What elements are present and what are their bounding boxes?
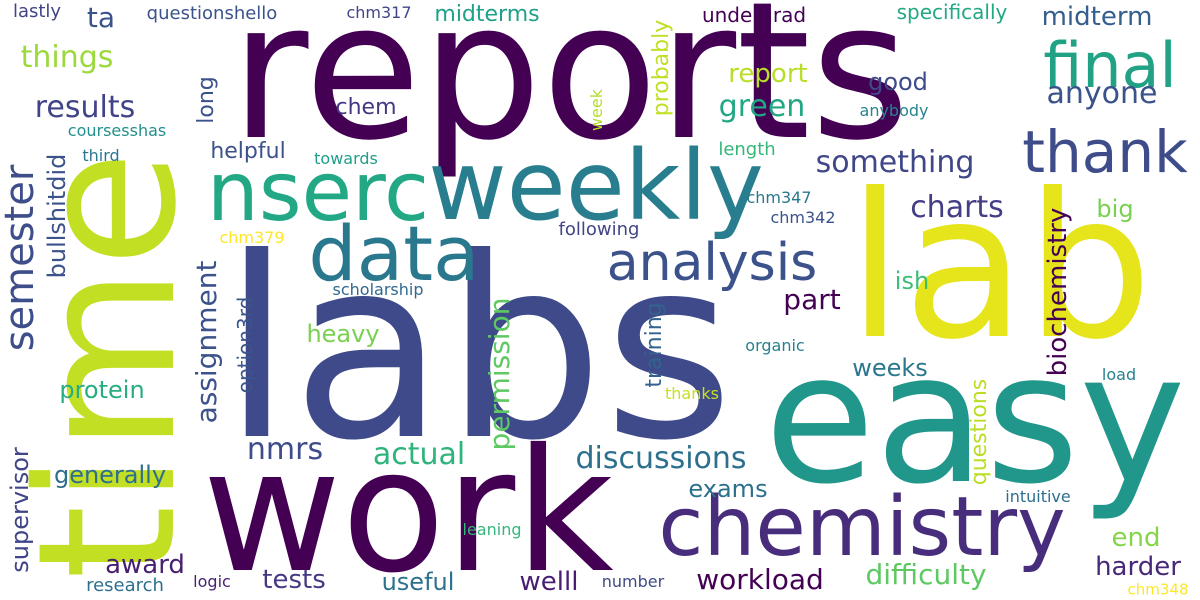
word-option3rd: option3rd — [233, 296, 257, 394]
word-load: load — [1101, 365, 1137, 384]
word-chem: chem — [335, 95, 397, 120]
word-data: data — [308, 209, 480, 298]
word-permission: permission — [483, 297, 516, 451]
word-lastly: lastly — [12, 1, 62, 22]
word-part: part — [783, 283, 841, 316]
word-results: results — [34, 90, 136, 125]
word-workload: workload — [696, 563, 824, 596]
word-undergrad: undergrad — [701, 3, 807, 27]
word-report: report — [728, 59, 808, 89]
word-long: long — [194, 76, 219, 124]
word-end: end — [1111, 523, 1161, 553]
word-helpful: helpful — [210, 139, 286, 164]
word-difficulty: difficulty — [865, 558, 987, 591]
word-easy: easy — [764, 315, 1186, 524]
word-anybody: anybody — [859, 101, 929, 120]
word-labs: labs — [222, 204, 734, 495]
word-logic: logic — [193, 572, 231, 591]
word-weekly: weekly — [428, 130, 764, 242]
word-midterm: midterm — [1041, 2, 1153, 32]
word-specifically: specifically — [896, 0, 1008, 24]
word-things: things — [20, 40, 114, 75]
word-coursesshas: coursesshas — [67, 121, 167, 140]
word-chm317: chm317 — [346, 3, 412, 22]
word-thank: thank — [1022, 118, 1188, 186]
word-work: work — [202, 413, 614, 600]
word-actual: actual — [372, 437, 466, 472]
word-generally: generally — [53, 461, 167, 489]
word-harder: harder — [1095, 552, 1181, 582]
word-final: final — [1043, 29, 1177, 102]
word-discussions: discussions — [575, 441, 747, 476]
word-chm379: chm379 — [219, 228, 285, 247]
word-heavy: heavy — [306, 320, 380, 348]
word-scholarship: scholarship — [332, 280, 424, 299]
word-green: green — [718, 89, 806, 124]
word-leaning: leaning — [462, 520, 522, 539]
word-chm347: chm347 — [746, 188, 812, 207]
word-big: big — [1096, 195, 1134, 223]
word-weeks: weeks — [852, 354, 928, 382]
word-training: training — [642, 302, 667, 388]
word-number: number — [601, 572, 665, 591]
word-good: good — [868, 68, 928, 96]
word-chemistry: chemistry — [658, 480, 1066, 575]
word-supervisor: supervisor — [6, 447, 34, 573]
word-reports: reports — [230, 0, 910, 182]
word-useful: useful — [381, 568, 455, 596]
word-research: research — [86, 575, 164, 596]
word-following: following — [558, 219, 640, 240]
word-probably: probably — [649, 19, 674, 117]
word-exams: exams — [688, 475, 768, 503]
word-award: award — [105, 550, 185, 580]
word-analysis: analysis — [606, 233, 818, 293]
word-thanks: thanks — [665, 384, 719, 403]
word-something: something — [815, 145, 975, 180]
word-questions: questions — [967, 378, 992, 486]
word-nserc: nserc — [206, 145, 430, 240]
word-midterms: midterms — [434, 2, 540, 27]
word-ta: ta — [86, 1, 116, 34]
word-towards: towards — [314, 149, 378, 168]
word-questionshello: questionshello — [146, 3, 278, 24]
word-chm342: chm342 — [770, 208, 836, 227]
word-nmrs: nmrs — [246, 432, 324, 467]
word-week: week — [587, 88, 606, 132]
word-intuitive: intuitive — [1005, 487, 1071, 506]
word-semester: semester — [0, 164, 43, 352]
word-assignment: assignment — [190, 260, 223, 424]
word-anyone: anyone — [1046, 76, 1158, 111]
word-organic: organic — [745, 336, 805, 355]
word-biochemistry: biochemistry — [1043, 207, 1073, 377]
word-charts: charts — [910, 190, 1004, 225]
word-chm348: chm348 — [1127, 580, 1189, 599]
word-third: third — [82, 146, 120, 165]
word-bullshitdid: bullshitdid — [43, 153, 71, 279]
word-lab: lab — [847, 151, 1153, 384]
word-ish: ish — [894, 267, 930, 295]
word-protein: protein — [59, 376, 145, 404]
word-length: length — [718, 139, 776, 160]
word-welll: welll — [519, 567, 579, 597]
word-tests: tests — [262, 565, 326, 595]
